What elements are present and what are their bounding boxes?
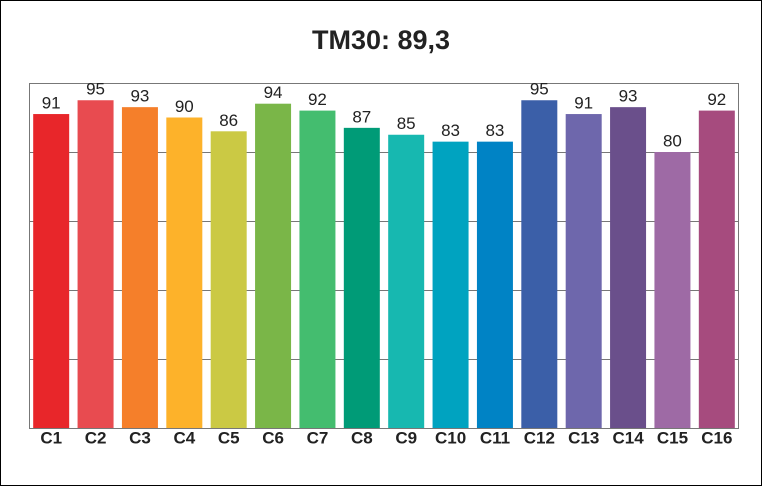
x-tick-label: C6 [262,428,284,447]
value-label: 92 [707,90,726,109]
bar [210,131,247,429]
value-label: 80 [663,131,682,150]
value-label: 95 [530,80,549,99]
bar [610,107,647,429]
value-label: 93 [619,87,638,106]
bar [654,152,691,428]
bar [77,100,114,428]
value-label: 93 [130,87,149,106]
x-tick-label: C15 [657,428,688,447]
x-tick-label: C12 [524,428,555,447]
bar [343,127,380,428]
bar [476,141,513,428]
x-tick-label: C4 [173,428,195,447]
bar [166,117,203,428]
bar [388,134,425,428]
value-label: 85 [397,114,416,133]
value-label: 83 [485,121,504,140]
x-tick-label: C10 [435,428,466,447]
bar [432,141,469,428]
x-tick-label: C7 [307,428,329,447]
bar [565,114,602,429]
x-tick-label: C5 [218,428,240,447]
value-label: 94 [264,83,283,102]
x-tick-label: C2 [85,428,107,447]
bar [255,103,292,428]
x-tick-label: C9 [395,428,417,447]
bar [299,110,336,428]
value-label: 91 [574,94,593,113]
bar [121,107,158,429]
value-label: 91 [42,94,61,113]
value-label: 87 [352,107,371,126]
value-label: 90 [175,97,194,116]
x-tick-label: C16 [701,428,732,447]
value-label: 92 [308,90,327,109]
bar [521,100,558,428]
x-tick-label: C8 [351,428,373,447]
value-label: 83 [441,121,460,140]
x-tick-label: C13 [568,428,599,447]
x-tick-label: C3 [129,428,151,447]
bar [698,110,735,428]
x-tick-label: C1 [40,428,62,447]
x-tick-label: C11 [480,428,510,447]
chart-title: TM30: 89,3 [312,25,450,55]
bar [33,114,70,429]
value-label: 95 [86,80,105,99]
value-label: 86 [219,111,238,130]
x-tick-label: C14 [612,428,644,447]
